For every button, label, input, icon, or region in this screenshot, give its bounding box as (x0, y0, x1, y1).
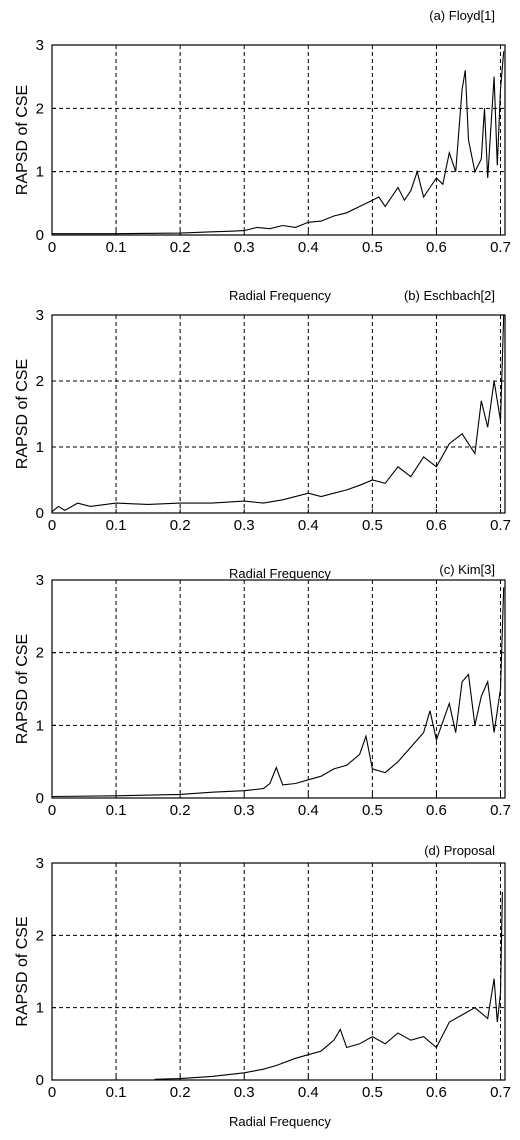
x-tick-label: 0.5 (362, 802, 383, 819)
x-tick-label: 0.5 (362, 517, 383, 534)
x-tick-label: 0.3 (234, 517, 255, 534)
y-tick-label: 0 (36, 227, 44, 244)
x-tick-label: 0.2 (170, 517, 191, 534)
chart-panel-3: 0 0.1 0.2 0.3 0.4 0.5 0.6 0.7 0 1 2 3 RAPSD of CSE (c… (14, 562, 511, 819)
x-tick-label: 0.3 (234, 239, 255, 256)
x-tick-label: 0.2 (170, 1084, 191, 1101)
x-tick-label: 0.3 (234, 802, 255, 819)
panel-label: (a) Floyd[1] (429, 8, 495, 23)
plot-frame (51, 862, 506, 1081)
x-tick-label: 0 (48, 517, 56, 534)
x-tick-label: 0.5 (362, 1084, 383, 1101)
series-line (52, 51, 505, 235)
y-tick-label: 1 (36, 1000, 44, 1017)
x-tick-label: 0.6 (426, 802, 447, 819)
x-tick-label: 0.3 (234, 1084, 255, 1101)
y-tick-label: 3 (36, 855, 44, 872)
x-tick-label: 0.7 (490, 1084, 511, 1101)
panel-label: (d) Proposal (424, 843, 495, 858)
y-axis-label: RAPSD of CSE (14, 916, 31, 1026)
x-tick-label: 0.6 (426, 1084, 447, 1101)
x-tick-label: 0.4 (298, 802, 319, 819)
x-tick-label: 0 (48, 239, 56, 256)
y-tick-label: 1 (36, 164, 44, 181)
x-tick-label: 0 (48, 802, 56, 819)
x-tick-label: 0.6 (426, 239, 447, 256)
x-tick-label: 0.6 (426, 517, 447, 534)
y-tick-label: 0 (36, 790, 44, 807)
x-tick-label: 0 (48, 1084, 56, 1101)
y-tick-label: 2 (36, 100, 44, 117)
chart-panel-2: 0 0.1 0.2 0.3 0.4 0.5 0.6 0.7 0 1 2 3 RAPSD of CSE (b… (14, 288, 511, 534)
x-tick-label: 0.5 (362, 239, 383, 256)
panel-label: (c) Kim[3] (439, 562, 495, 577)
x-tick-label: 0.1 (106, 802, 127, 819)
y-axis-label: RAPSD of CSE (14, 359, 31, 469)
series-line (154, 891, 503, 1080)
x-tick-label: 0.7 (490, 517, 511, 534)
x-axis-label: Radial Frequency (229, 288, 331, 303)
panel-label: (b) Eschbach[2] (404, 288, 495, 303)
y-tick-label: 3 (36, 307, 44, 324)
y-tick-label: 2 (36, 927, 44, 944)
y-tick-label: 0 (36, 1072, 44, 1089)
x-tick-label: 0.4 (298, 517, 319, 534)
y-tick-label: 3 (36, 572, 44, 589)
x-axis-label: Radial Frequency (229, 566, 331, 581)
y-tick-label: 2 (36, 645, 44, 662)
x-tick-label: 0.7 (490, 239, 511, 256)
series-line (51, 314, 505, 513)
y-tick-label: 1 (36, 717, 44, 734)
series-line (51, 587, 505, 798)
y-tick-label: 1 (36, 439, 44, 456)
plot-frame (51, 44, 506, 236)
x-tick-label: 0.2 (170, 802, 191, 819)
y-tick-label: 3 (36, 37, 44, 54)
y-axis-label: RAPSD of CSE (14, 85, 31, 195)
x-tick-label: 0.4 (298, 239, 319, 256)
x-tick-label: 0.7 (490, 802, 511, 819)
y-tick-label: 2 (36, 373, 44, 390)
x-tick-label: 0.1 (106, 239, 127, 256)
x-axis-label: Radial Frequency (229, 1114, 331, 1129)
chart-panel-4: 0 0.1 0.2 0.3 0.4 0.5 0.6 0.7 0 1 2 3 RAPSD of CSE (d… (14, 843, 511, 1129)
chart-panel-1: 0 0.1 0.2 0.3 0.4 0.5 0.6 0.7 0 1 2 3 RAPSD of CSE (a… (14, 8, 511, 256)
x-tick-label: 0.1 (106, 1084, 127, 1101)
y-tick-label: 0 (36, 505, 44, 522)
x-tick-label: 0.4 (298, 1084, 319, 1101)
x-tick-label: 0.1 (106, 517, 127, 534)
y-axis-label: RAPSD of CSE (14, 634, 31, 744)
plot-frame (51, 314, 506, 514)
plot-frame (51, 579, 506, 799)
x-tick-label: 0.2 (170, 239, 191, 256)
